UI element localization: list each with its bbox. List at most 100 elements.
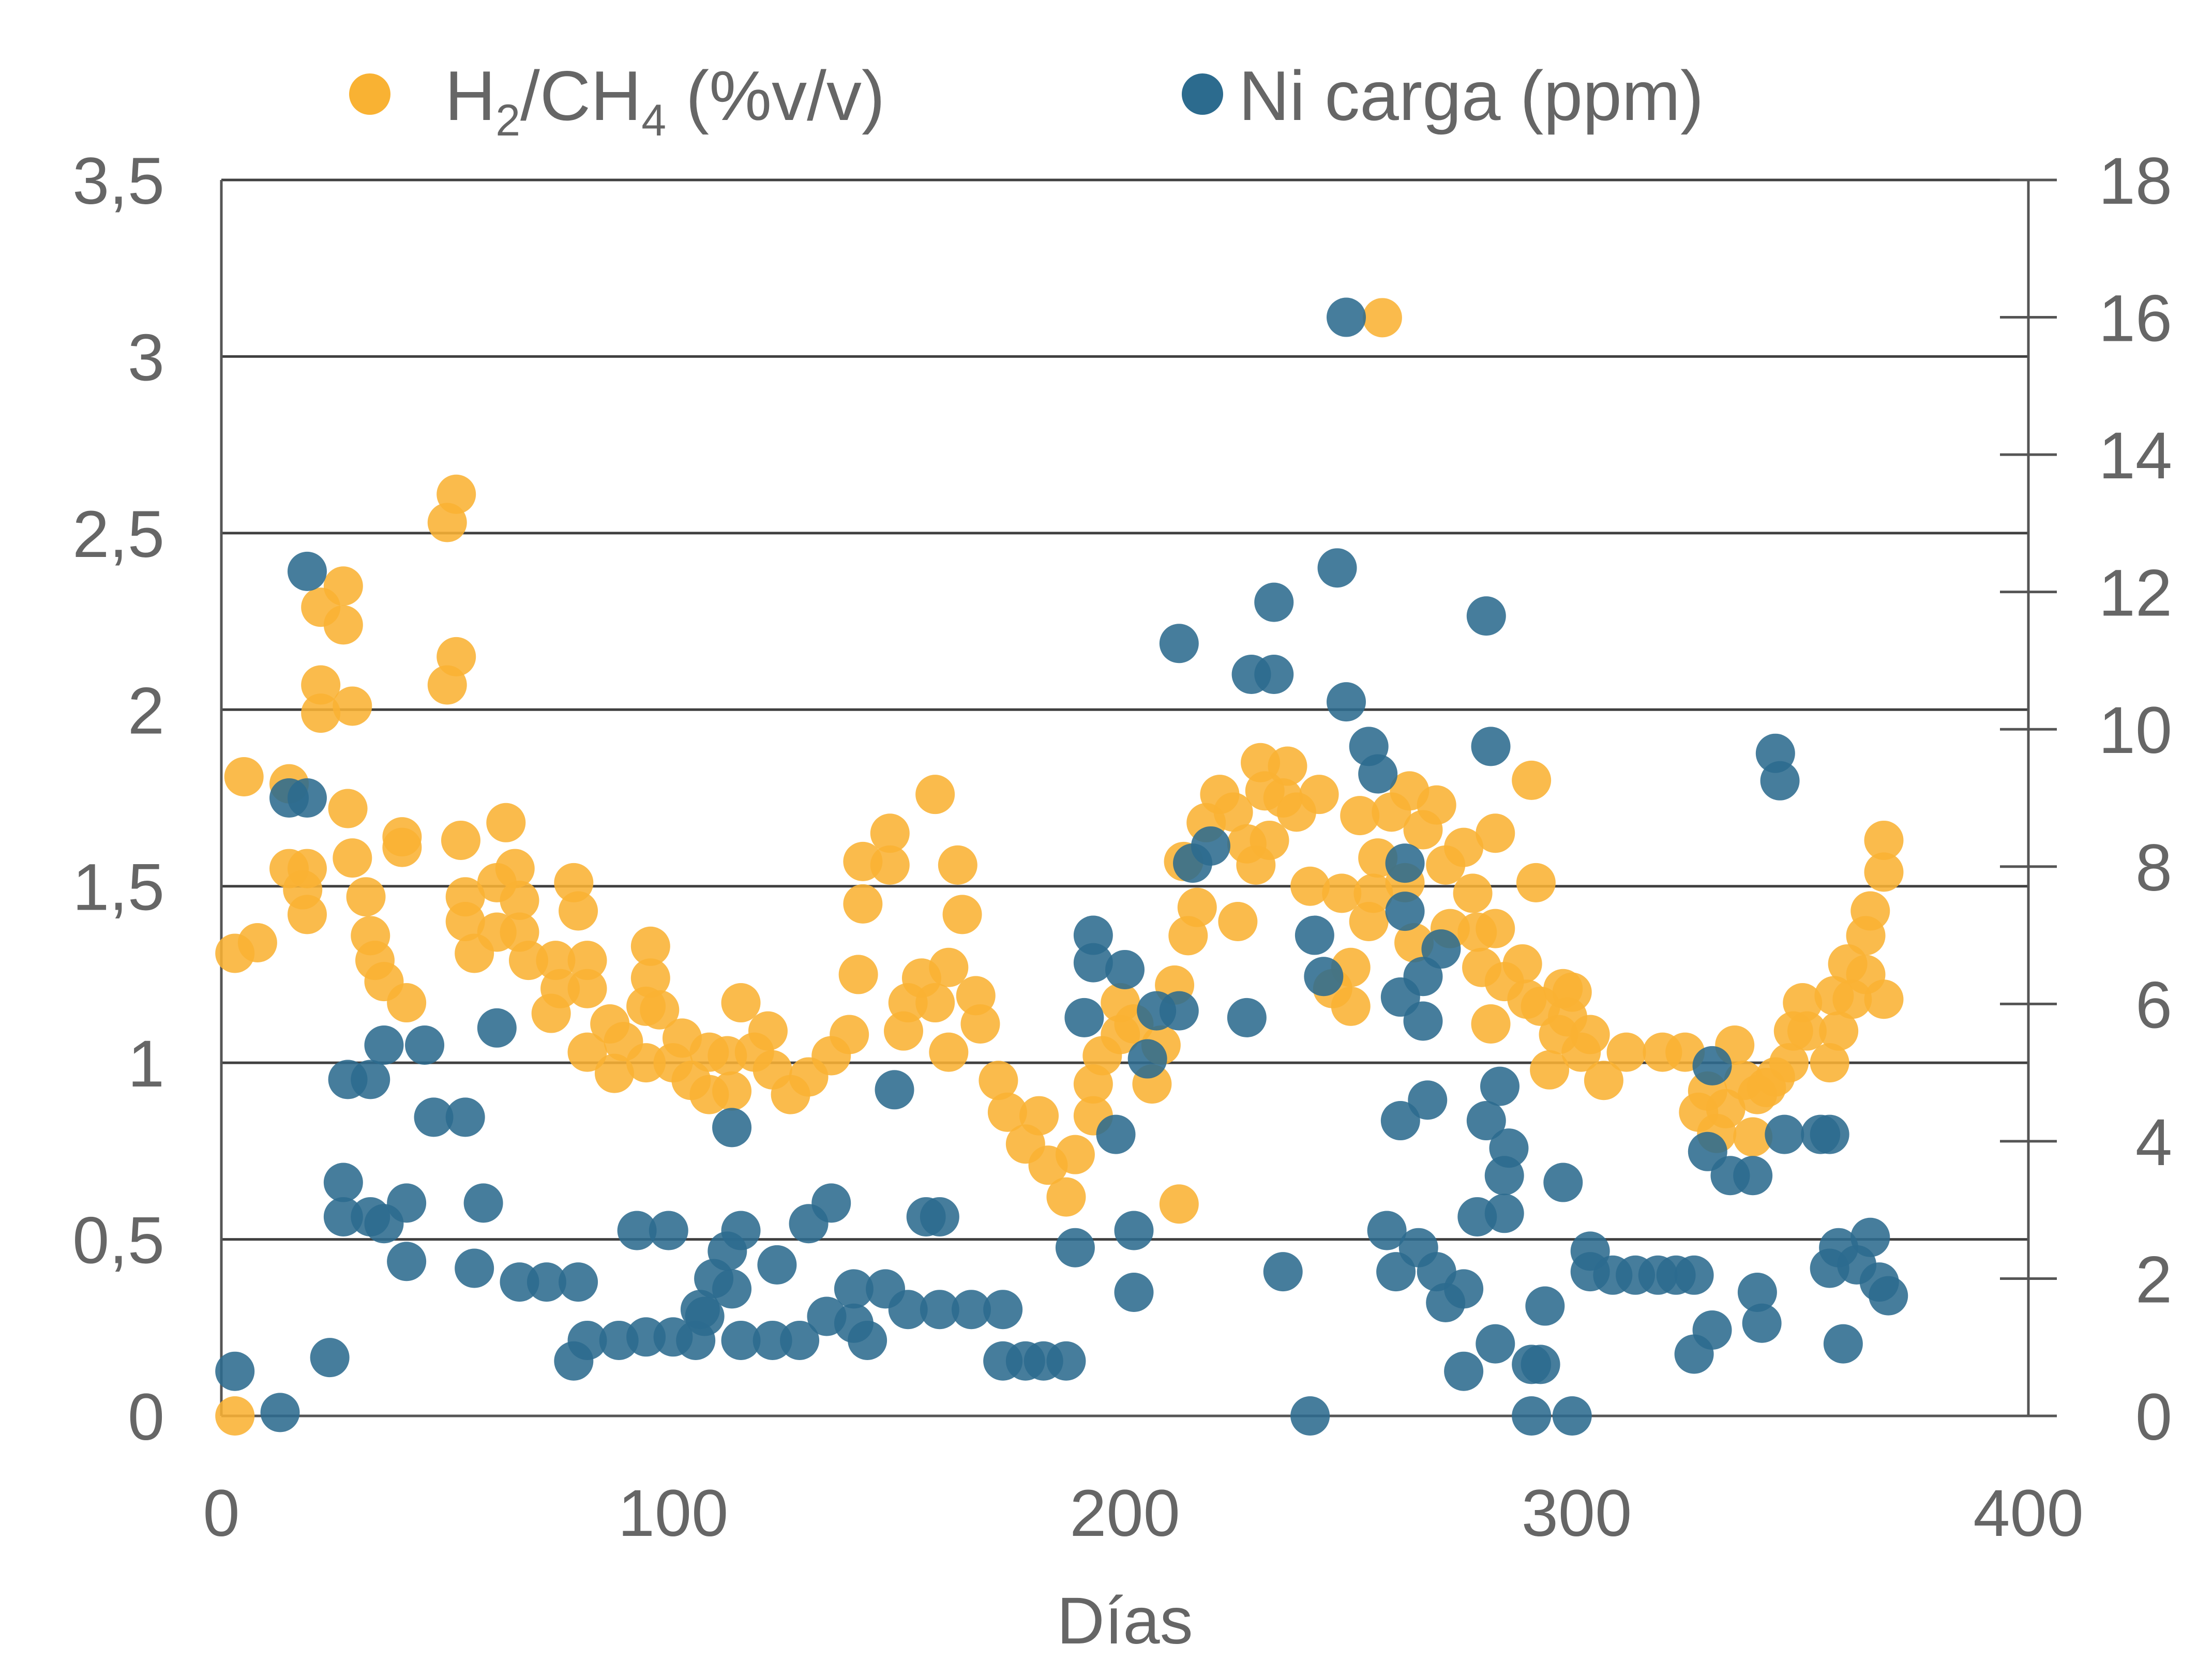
- h2-ch4-point: [712, 1071, 752, 1111]
- h2-ch4-point: [567, 969, 607, 1008]
- h2-ch4-point: [915, 983, 955, 1023]
- ni-carga-point: [1484, 1194, 1524, 1233]
- y-right-tick-label: 14: [2099, 419, 2172, 493]
- ni-carga-point: [1046, 1341, 1086, 1381]
- h2-ch4-point: [1864, 979, 1904, 1019]
- ni-carga-point: [1073, 915, 1113, 955]
- h2-ch4-point: [1810, 1043, 1849, 1083]
- ni-carga-point: [1385, 892, 1425, 931]
- h2-ch4-point: [495, 849, 535, 888]
- ni-carga-point: [387, 1183, 427, 1223]
- h2-ch4-point: [1268, 746, 1307, 786]
- h2-ch4-point: [915, 775, 955, 814]
- h2-ch4-point: [830, 1015, 869, 1054]
- h2-ch4-point: [748, 1011, 788, 1051]
- ni-carga-point: [1317, 548, 1357, 588]
- h2-ch4-point: [1159, 1184, 1199, 1224]
- ni-carga-point: [1380, 1101, 1420, 1141]
- h2-ch4-point: [938, 845, 977, 885]
- ni-carga-point: [1064, 998, 1104, 1037]
- ni-carga-point: [405, 1025, 445, 1065]
- ni-carga-point: [626, 1317, 666, 1357]
- h2-ch4-point: [870, 845, 910, 885]
- ni-carga-point: [445, 1097, 485, 1137]
- h2-ch4-point: [445, 902, 485, 941]
- ni-carga-point: [1760, 761, 1800, 801]
- x-tick-label: 0: [203, 1476, 239, 1550]
- h2-ch4-point: [987, 1092, 1027, 1132]
- y-right-tick-label: 10: [2099, 693, 2172, 767]
- ni-carga-point: [1444, 1351, 1484, 1391]
- y-left-tick-label: 0: [128, 1380, 164, 1454]
- ni-carga-point: [1367, 1211, 1407, 1250]
- ni-carga-point: [1869, 1276, 1908, 1316]
- h2-ch4-point: [1606, 1032, 1646, 1072]
- axes: [220, 178, 2057, 1417]
- ni-carga-point: [1127, 1039, 1167, 1079]
- ni-carga-point: [260, 1393, 300, 1432]
- ni-carga-point: [1466, 1101, 1506, 1141]
- ni-carga-point: [780, 1320, 820, 1360]
- ni-carga-point: [753, 1320, 792, 1360]
- h2-ch4-point: [594, 1053, 634, 1093]
- h2-ch4-point: [437, 637, 476, 676]
- h2-ch4-point: [1787, 1011, 1827, 1051]
- ni-carga-point: [477, 1008, 517, 1048]
- legend-ni-label: Ni carga (ppm): [1239, 56, 1704, 135]
- ni-carga-point: [1191, 826, 1230, 866]
- ni-carga-point: [848, 1320, 887, 1360]
- h2-ch4-point: [1340, 796, 1380, 836]
- h2-ch4-point: [1516, 863, 1556, 902]
- h2-ch4-point: [979, 1061, 1018, 1100]
- h2-ch4-point: [328, 789, 368, 828]
- h2-ch4-point: [1706, 1089, 1745, 1128]
- h2-ch4-point: [567, 941, 607, 980]
- h2-ch4-point: [1453, 873, 1493, 913]
- ni-carga-point: [712, 1269, 752, 1309]
- legend: H2/CH4 (%v/v) Ni carga (ppm): [349, 56, 1704, 145]
- ni-carga-point: [1408, 1080, 1448, 1120]
- h2-ch4-point: [1552, 972, 1592, 1012]
- ni-carga-point: [1385, 843, 1425, 883]
- legend-h2-label: H2/CH4 (%v/v): [445, 56, 885, 145]
- h2-ch4-point: [1177, 887, 1217, 927]
- h2-ch4-point: [960, 1004, 1000, 1044]
- ni-carga-point: [559, 1262, 598, 1302]
- h2-ch4-point: [1218, 902, 1258, 941]
- h2-ch4-point: [333, 838, 372, 878]
- h2-ch4-point: [1584, 1061, 1623, 1100]
- h2-ch4-point: [1570, 1015, 1610, 1054]
- h2-ch4-point: [1502, 944, 1542, 984]
- h2-ch4-point: [1417, 785, 1456, 825]
- tick-labels: 0 0,5 1 1,5 2 2,5 3 3,5 0 2 4 6 8 10 12 14 16 18 0 100 200 30…: [72, 144, 2172, 1550]
- h2-ch4-point: [1362, 298, 1402, 338]
- h2-ch4-point: [1864, 852, 1904, 892]
- h2-ch4-point: [567, 1032, 607, 1072]
- y-right-tick-label: 18: [2099, 144, 2172, 218]
- h2-ch4-point: [929, 947, 969, 987]
- h2-ch4-point: [441, 820, 480, 860]
- h2-ch4-point: [382, 827, 422, 867]
- ni-carga-point: [1295, 915, 1334, 955]
- ni-carga-point: [1823, 1324, 1863, 1364]
- ni-carga-point: [1552, 1396, 1592, 1436]
- ni-carga-point: [1850, 1217, 1890, 1257]
- ni-carga-point: [1742, 1303, 1782, 1343]
- y-right-tick-label: 6: [2135, 968, 2172, 1042]
- h2-ch4-point: [1331, 986, 1371, 1026]
- h2-ch4-point: [224, 757, 264, 797]
- h2-ch4-point: [1864, 820, 1904, 860]
- h2-ch4-point: [1353, 873, 1393, 913]
- y-left-tick-label: 3: [128, 321, 164, 395]
- x-tick-label: 200: [1070, 1476, 1180, 1550]
- h2-ch4-point: [287, 849, 327, 888]
- h2-ch4-point: [540, 969, 580, 1008]
- ni-carga-point: [721, 1320, 761, 1360]
- ni-carga-point: [1476, 1324, 1515, 1364]
- h2-ch4-point: [1322, 873, 1362, 913]
- y-right-tick-label: 2: [2135, 1243, 2172, 1317]
- legend-h2-marker: [349, 73, 390, 115]
- ni-carga-point: [1543, 1163, 1583, 1202]
- ni-carga-point: [920, 1290, 959, 1330]
